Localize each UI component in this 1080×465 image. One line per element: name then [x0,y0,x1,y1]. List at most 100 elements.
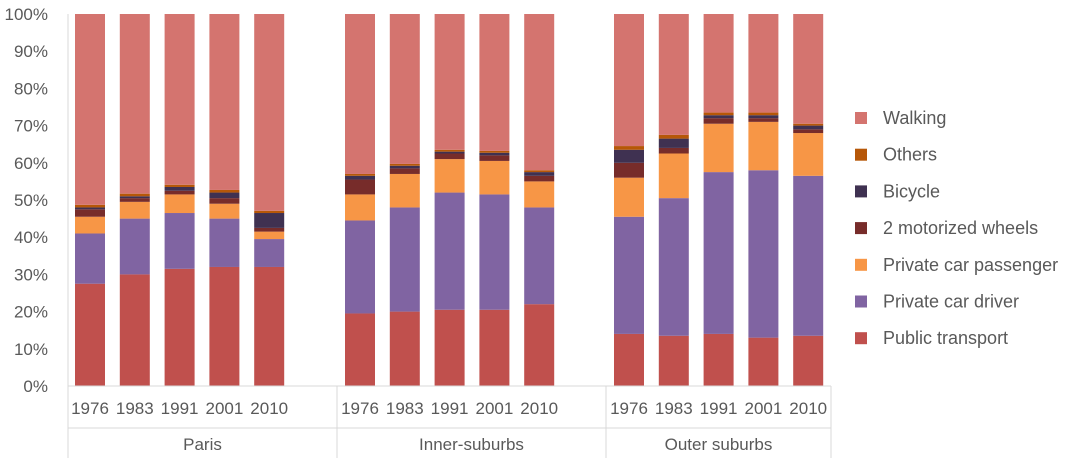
x-tick-label: 1976 [71,399,109,418]
bar-segment-others [748,112,779,116]
bar-segment-walking [164,14,195,185]
bar-segment-others [479,150,510,153]
bar-segment-private-car-driver [434,192,465,310]
bar-segment-walking [658,14,689,135]
bar-segment-private-car-passenger [614,177,644,217]
bar-segment-2-motorized-wheels [254,227,285,232]
bar-segment-others [658,134,689,139]
bar-segment-bicycle [209,192,240,199]
bar-segment-others [345,173,375,176]
legend-label: Public transport [883,328,1008,348]
group-label: Outer suburbs [665,435,773,454]
bar-segment-walking [254,14,285,211]
bar-segment-bicycle [524,172,555,176]
legend-swatch [855,258,867,271]
group-label: Inner-suburbs [419,435,524,454]
bar-segment-public-transport [75,283,105,386]
bar-segment-2-motorized-wheels [748,118,779,122]
bar-segment-walking [793,14,824,124]
bar-segment-bicycle [793,125,824,130]
y-tick-label: 20% [14,303,48,322]
bar-segment-private-car-passenger [254,231,285,240]
bar-segment-private-car-driver [703,172,734,334]
bar-segment-bicycle [164,186,195,191]
bar-segment-private-car-driver [524,207,555,305]
x-tick-label: 1976 [341,399,379,418]
bar-segment-private-car-passenger [703,123,734,173]
bar-segment-private-car-driver [209,218,240,267]
legend-swatch [855,185,867,198]
bar-segment-private-car-passenger [119,201,150,219]
bar-segment-private-car-driver [389,207,420,312]
x-tick-label: 1991 [431,399,469,418]
legend-swatch [855,148,867,161]
bar-segment-public-transport [434,309,465,386]
bar-segment-private-car-driver [164,213,195,269]
bar-segment-public-transport [524,304,555,386]
bar-segment-bicycle [748,115,779,119]
legend-swatch [855,222,867,235]
bar-segment-private-car-passenger [434,159,465,193]
bar-segment-walking [703,14,734,113]
x-tick-label: 2001 [475,399,513,418]
bar-segment-2-motorized-wheels [658,147,689,154]
bar-segment-public-transport [614,333,644,386]
bar-segment-private-car-driver [614,216,644,334]
bar-segment-others [119,193,150,197]
legend-label: Private car driver [883,292,1019,312]
x-tick-label: 1976 [610,399,648,418]
bar-segment-walking [748,14,779,113]
bar-segment-walking [434,14,465,150]
bar-segment-others [209,189,240,193]
bar-segment-public-transport [164,268,195,386]
y-tick-label: 50% [14,191,48,210]
bar-segment-private-car-passenger [389,173,420,208]
bar-segment-2-motorized-wheels [614,162,644,178]
bar-segment-bicycle [479,152,510,156]
bar-segment-2-motorized-wheels [345,179,375,195]
bar-segment-others [389,163,420,166]
bar-segment-public-transport [793,335,824,386]
bar-segment-2-motorized-wheels [389,168,420,174]
bar-segment-public-transport [209,266,240,386]
y-tick-label: 60% [14,154,48,173]
x-tick-label: 1983 [386,399,424,418]
bar-segment-private-car-passenger [209,203,240,219]
bar-segment-bicycle [75,207,105,210]
bar-segment-2-motorized-wheels [209,198,240,204]
bar-segment-private-car-driver [75,233,105,284]
bar-segment-2-motorized-wheels [119,198,150,202]
legend-label: 2 motorized wheels [883,218,1038,238]
bar-segment-public-transport [345,313,375,386]
bar-segment-private-car-passenger [345,194,375,221]
bar-segment-public-transport [389,311,420,386]
x-tick-label: 2010 [520,399,558,418]
y-tick-label: 90% [14,42,48,61]
legend-swatch [855,112,867,124]
bar-segment-public-transport [658,335,689,386]
bar-segment-walking [345,14,375,174]
bar-segment-bicycle [389,165,420,169]
bar-segment-others [703,112,734,116]
bar-segment-others [524,170,555,173]
bar-segment-walking [389,14,420,164]
bar-segment-walking [75,14,105,205]
bar-segment-bicycle [434,151,465,154]
bar-segment-others [614,146,644,150]
bar-segment-private-car-passenger [524,181,555,208]
bar-segment-others [793,123,824,126]
legend-label: Private car passenger [883,255,1058,275]
y-tick-label: 40% [14,228,48,247]
bar-segment-bicycle [658,138,689,148]
bar-segment-bicycle [119,196,150,199]
y-tick-label: 80% [14,79,48,98]
bar-segment-private-car-passenger [75,216,105,234]
bar-segment-walking [479,14,510,151]
bar-segment-private-car-passenger [793,133,824,176]
x-tick-label: 2010 [250,399,288,418]
bar-segment-private-car-passenger [658,153,689,199]
bar-segment-2-motorized-wheels [703,118,734,124]
bar-segment-2-motorized-wheels [479,155,510,161]
